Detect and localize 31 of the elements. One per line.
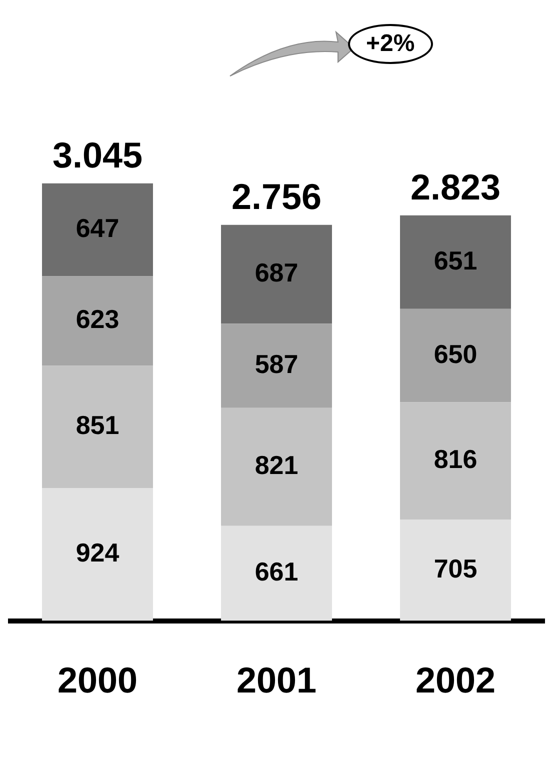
x-tick-label: 2000: [57, 659, 138, 700]
total-label: 2.756: [231, 176, 322, 217]
x-tick-label: 2002: [415, 659, 496, 700]
data-label: 821: [254, 450, 298, 480]
bar: [400, 308, 511, 402]
text: +2%: [348, 24, 433, 64]
data-label: 687: [254, 257, 298, 288]
bar: [400, 520, 511, 621]
bar: [400, 215, 511, 309]
data-label: 623: [76, 304, 120, 334]
data-label: 647: [76, 213, 120, 244]
data-label: 651: [434, 245, 478, 276]
data-label: 661: [254, 556, 298, 586]
bar: [42, 488, 153, 621]
bar: [42, 366, 153, 488]
data-label: 587: [254, 348, 298, 379]
bar: [42, 183, 153, 276]
bar: [221, 408, 332, 526]
bar: [221, 324, 332, 408]
data-label: 816: [434, 444, 478, 474]
total-label: 3.045: [52, 134, 143, 176]
bar: [42, 276, 153, 366]
data-label: 924: [76, 538, 120, 568]
bar: [400, 402, 511, 520]
data-label: 851: [76, 410, 120, 440]
total-label: 2.823: [410, 166, 501, 208]
data-label: 705: [434, 553, 478, 584]
x-tick-label: 2001: [236, 659, 317, 700]
bar: [221, 224, 332, 324]
bar: [221, 526, 332, 621]
data-label: 650: [434, 338, 478, 369]
